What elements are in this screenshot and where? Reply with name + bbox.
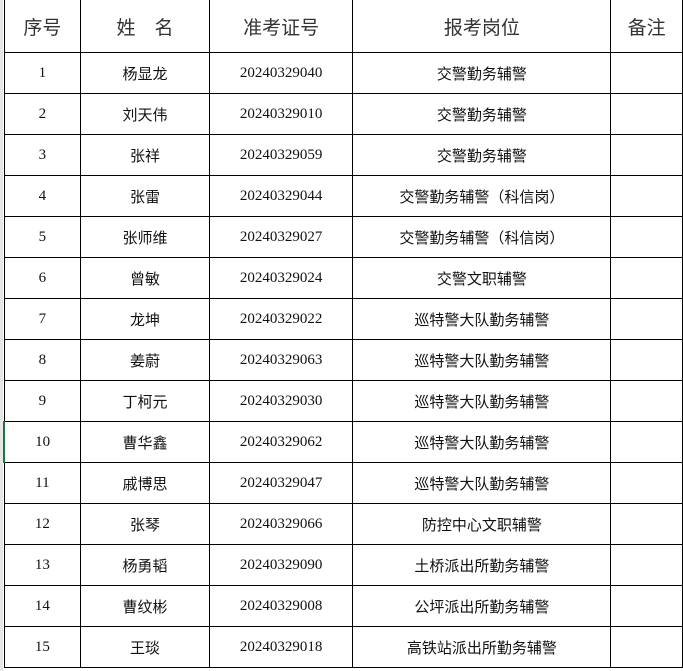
cell-no[interactable]: 2 [3,93,82,135]
cell-no[interactable]: 1 [3,52,82,94]
cell-post[interactable]: 高铁站派出所勤务辅警 [352,626,612,668]
table-row: 15 王琰 20240329018 高铁站派出所勤务辅警 [3,626,683,668]
cell-exam-id[interactable]: 20240329047 [208,462,354,504]
cell-post[interactable]: 交警文职辅警 [352,257,612,299]
cell-no[interactable]: 11 [3,462,82,504]
cell-post[interactable]: 交警勤务辅警 [352,134,612,176]
cell-name[interactable]: 杨显龙 [80,52,210,94]
roster-table: 序号 姓 名 准考证号 报考岗位 备注 1 杨显龙 20240329040 交警勤务辅… [3,0,683,668]
cell-exam-id[interactable]: 20240329027 [208,216,354,258]
cell-post[interactable]: 交警勤务辅警 [352,93,612,135]
cell-no[interactable]: 15 [3,626,82,668]
header-post[interactable]: 报考岗位 [352,0,612,53]
cell-name[interactable]: 张雷 [80,175,210,217]
table-row: 10 曹华鑫 20240329062 巡特警大队勤务辅警 [3,421,683,463]
cell-note[interactable] [610,626,683,668]
cell-note[interactable] [610,175,683,217]
table-row: 7 龙坤 20240329022 巡特警大队勤务辅警 [3,298,683,340]
cell-exam-id[interactable]: 20240329018 [208,626,354,668]
cell-name[interactable]: 姜蔚 [80,339,210,381]
header-no[interactable]: 序号 [3,0,82,53]
cell-note[interactable] [610,216,683,258]
header-exam-id[interactable]: 准考证号 [208,0,354,53]
table-row: 4 张雷 20240329044 交警勤务辅警（科信岗） [3,175,683,217]
cell-no[interactable]: 12 [3,503,82,545]
cell-post[interactable]: 巡特警大队勤务辅警 [352,462,612,504]
cell-post[interactable]: 巡特警大队勤务辅警 [352,339,612,381]
cell-exam-id[interactable]: 20240329044 [208,175,354,217]
cell-name[interactable]: 曹华鑫 [80,421,210,463]
cell-note[interactable] [610,339,683,381]
cell-post[interactable]: 防控中心文职辅警 [352,503,612,545]
cell-name[interactable]: 刘天伟 [80,93,210,135]
cell-name[interactable]: 张师维 [80,216,210,258]
cell-note[interactable] [610,257,683,299]
cell-name[interactable]: 戚博思 [80,462,210,504]
cell-exam-id[interactable]: 20240329022 [208,298,354,340]
table-row: 14 曹纹彬 20240329008 公坪派出所勤务辅警 [3,585,683,627]
cell-exam-id[interactable]: 20240329066 [208,503,354,545]
table-row: 12 张琴 20240329066 防控中心文职辅警 [3,503,683,545]
cell-name[interactable]: 王琰 [80,626,210,668]
cell-name[interactable]: 龙坤 [80,298,210,340]
cell-exam-id[interactable]: 20240329090 [208,544,354,586]
cell-post[interactable]: 交警勤务辅警 [352,52,612,94]
cell-no[interactable]: 3 [3,134,82,176]
cell-name[interactable]: 丁柯元 [80,380,210,422]
header-note[interactable]: 备注 [610,0,683,53]
cell-name[interactable]: 曹纹彬 [80,585,210,627]
cell-no[interactable]: 9 [3,380,82,422]
cell-exam-id[interactable]: 20240329040 [208,52,354,94]
table-row: 8 姜蔚 20240329063 巡特警大队勤务辅警 [3,339,683,381]
table-row: 5 张师维 20240329027 交警勤务辅警（科信岗） [3,216,683,258]
cell-exam-id[interactable]: 20240329059 [208,134,354,176]
cell-no[interactable]: 13 [3,544,82,586]
cell-post[interactable]: 公坪派出所勤务辅警 [352,585,612,627]
cell-note[interactable] [610,93,683,135]
cell-post[interactable]: 土桥派出所勤务辅警 [352,544,612,586]
cell-note[interactable] [610,585,683,627]
header-row: 序号 姓 名 准考证号 报考岗位 备注 [3,0,683,53]
cell-exam-id[interactable]: 20240329008 [208,585,354,627]
cell-note[interactable] [610,134,683,176]
cell-no[interactable]: 4 [3,175,82,217]
cell-name[interactable]: 张祥 [80,134,210,176]
table-row: 9 丁柯元 20240329030 巡特警大队勤务辅警 [3,380,683,422]
table-row: 6 曾敏 20240329024 交警文职辅警 [3,257,683,299]
cell-no[interactable]: 5 [3,216,82,258]
cell-exam-id[interactable]: 20240329024 [208,257,354,299]
cell-note[interactable] [610,544,683,586]
cell-note[interactable] [610,298,683,340]
cell-no[interactable]: 7 [3,298,82,340]
cell-post[interactable]: 交警勤务辅警（科信岗） [352,216,612,258]
table-row: 1 杨显龙 20240329040 交警勤务辅警 [3,52,683,94]
cell-exam-id[interactable]: 20240329062 [208,421,354,463]
cell-exam-id[interactable]: 20240329010 [208,93,354,135]
cell-post[interactable]: 巡特警大队勤务辅警 [352,380,612,422]
cell-note[interactable] [610,462,683,504]
table-row: 3 张祥 20240329059 交警勤务辅警 [3,134,683,176]
cell-note[interactable] [610,52,683,94]
cell-no[interactable]: 14 [3,585,82,627]
cell-note[interactable] [610,503,683,545]
cell-no[interactable]: 6 [3,257,82,299]
cell-exam-id[interactable]: 20240329063 [208,339,354,381]
sheet-gutter [0,0,3,671]
cell-no[interactable]: 8 [3,339,82,381]
cell-exam-id[interactable]: 20240329030 [208,380,354,422]
cell-post[interactable]: 交警勤务辅警（科信岗） [352,175,612,217]
cell-note[interactable] [610,380,683,422]
cell-note[interactable] [610,421,683,463]
cell-post[interactable]: 巡特警大队勤务辅警 [352,421,612,463]
table-row: 2 刘天伟 20240329010 交警勤务辅警 [3,93,683,135]
cell-name[interactable]: 张琴 [80,503,210,545]
table-row: 11 戚博思 20240329047 巡特警大队勤务辅警 [3,462,683,504]
cell-name[interactable]: 曾敏 [80,257,210,299]
cell-no[interactable]: 10 [3,421,82,463]
table-row: 13 杨勇韬 20240329090 土桥派出所勤务辅警 [3,544,683,586]
cell-name[interactable]: 杨勇韬 [80,544,210,586]
cell-post[interactable]: 巡特警大队勤务辅警 [352,298,612,340]
header-name[interactable]: 姓 名 [80,0,210,53]
